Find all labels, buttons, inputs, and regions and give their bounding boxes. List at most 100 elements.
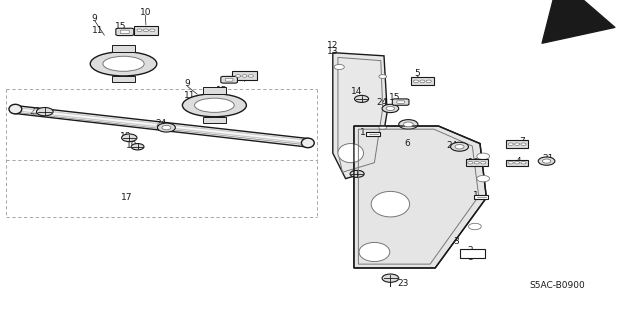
- Circle shape: [468, 161, 473, 164]
- Ellipse shape: [9, 104, 22, 114]
- Circle shape: [455, 145, 464, 149]
- Circle shape: [543, 159, 550, 163]
- Bar: [366, 132, 380, 137]
- Ellipse shape: [103, 56, 144, 71]
- Text: 24: 24: [156, 119, 167, 128]
- Text: 14: 14: [351, 87, 363, 96]
- Text: 11: 11: [92, 26, 103, 35]
- Ellipse shape: [371, 191, 410, 217]
- Text: 20: 20: [351, 170, 363, 179]
- Circle shape: [521, 143, 526, 145]
- Bar: [134, 26, 158, 35]
- Circle shape: [355, 95, 369, 102]
- Text: 17: 17: [121, 193, 132, 202]
- Text: 5: 5: [415, 69, 420, 78]
- Ellipse shape: [195, 98, 234, 112]
- Text: 15: 15: [216, 86, 228, 95]
- FancyBboxPatch shape: [116, 28, 134, 35]
- Text: 2: 2: [468, 246, 473, 255]
- Bar: [203, 117, 226, 123]
- Circle shape: [379, 126, 387, 130]
- Text: 8: 8: [468, 253, 473, 262]
- Circle shape: [350, 170, 364, 177]
- Text: 9: 9: [92, 14, 97, 23]
- Circle shape: [382, 274, 399, 282]
- Bar: [506, 140, 528, 148]
- Circle shape: [143, 29, 148, 32]
- Bar: [112, 76, 135, 82]
- Text: 21: 21: [543, 154, 554, 163]
- Text: 1: 1: [474, 191, 479, 200]
- Polygon shape: [13, 105, 310, 147]
- Bar: [460, 249, 485, 258]
- Text: 10: 10: [239, 71, 251, 80]
- Bar: [466, 159, 488, 166]
- Ellipse shape: [182, 94, 246, 117]
- Circle shape: [382, 104, 399, 113]
- Circle shape: [248, 75, 253, 77]
- Circle shape: [379, 75, 387, 78]
- Circle shape: [413, 80, 419, 83]
- Circle shape: [481, 161, 486, 164]
- Text: 24: 24: [446, 141, 458, 150]
- Circle shape: [334, 64, 344, 70]
- Text: 24: 24: [376, 98, 388, 107]
- FancyBboxPatch shape: [225, 78, 233, 81]
- Circle shape: [162, 125, 171, 130]
- Circle shape: [515, 143, 520, 145]
- Circle shape: [515, 161, 520, 164]
- Text: 3: 3: [453, 237, 458, 246]
- Circle shape: [157, 123, 175, 132]
- Text: 12: 12: [327, 41, 339, 50]
- Text: 7: 7: [520, 137, 525, 146]
- Circle shape: [122, 134, 137, 142]
- Circle shape: [404, 122, 413, 127]
- Text: 6: 6: [404, 139, 410, 148]
- FancyBboxPatch shape: [221, 77, 237, 83]
- Text: 4: 4: [516, 157, 521, 166]
- Circle shape: [426, 80, 431, 83]
- Text: 19: 19: [126, 141, 138, 150]
- Circle shape: [508, 161, 513, 164]
- Circle shape: [242, 75, 247, 77]
- Circle shape: [386, 107, 394, 111]
- Text: 23: 23: [397, 279, 409, 288]
- Circle shape: [538, 157, 555, 165]
- Bar: [506, 160, 528, 166]
- Circle shape: [137, 29, 142, 32]
- Polygon shape: [333, 53, 387, 179]
- Ellipse shape: [359, 242, 390, 262]
- Text: FR.: FR.: [566, 10, 589, 25]
- Text: 15: 15: [389, 93, 401, 102]
- Circle shape: [420, 80, 425, 83]
- FancyBboxPatch shape: [120, 30, 129, 34]
- Text: 11: 11: [184, 91, 195, 100]
- Circle shape: [468, 223, 481, 230]
- Circle shape: [399, 120, 418, 129]
- Ellipse shape: [301, 138, 314, 148]
- Text: 9: 9: [185, 79, 190, 88]
- Circle shape: [474, 161, 479, 164]
- Ellipse shape: [338, 144, 364, 163]
- Bar: [411, 77, 434, 85]
- Circle shape: [451, 142, 468, 151]
- Text: 18: 18: [120, 132, 131, 141]
- Bar: [474, 195, 488, 199]
- Polygon shape: [354, 126, 486, 268]
- Circle shape: [150, 29, 155, 32]
- Circle shape: [477, 153, 490, 160]
- FancyBboxPatch shape: [392, 99, 409, 105]
- Circle shape: [521, 161, 526, 164]
- Text: 10: 10: [140, 8, 151, 17]
- Text: 13: 13: [327, 47, 339, 56]
- FancyBboxPatch shape: [397, 101, 404, 103]
- FancyArrowPatch shape: [542, 0, 615, 43]
- Text: 1: 1: [360, 128, 365, 137]
- Text: 16: 16: [468, 158, 479, 167]
- Bar: [112, 45, 135, 52]
- Circle shape: [36, 108, 53, 116]
- Text: 22: 22: [29, 107, 41, 115]
- Circle shape: [477, 175, 490, 182]
- Circle shape: [508, 143, 513, 145]
- Circle shape: [236, 75, 241, 77]
